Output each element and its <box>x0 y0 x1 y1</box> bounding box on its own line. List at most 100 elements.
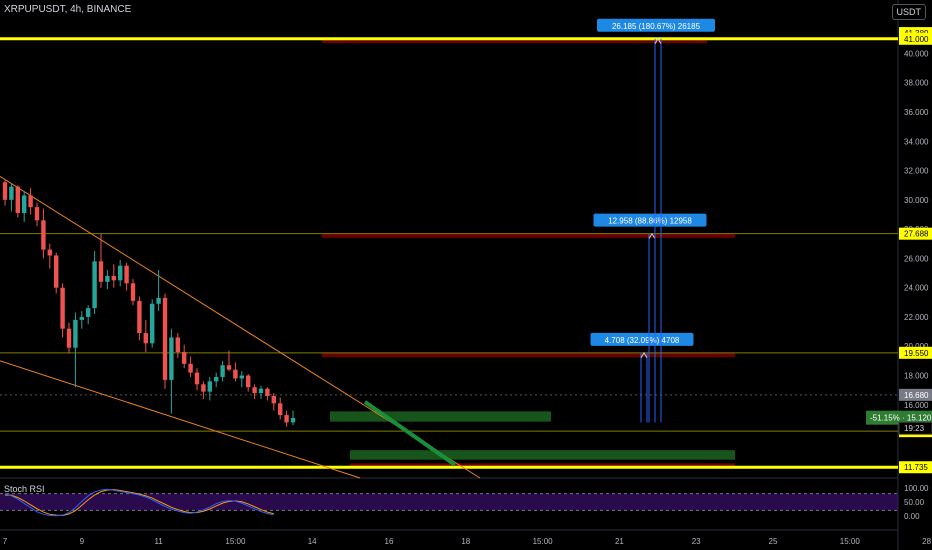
timer-bg <box>898 421 932 435</box>
candle <box>118 265 123 281</box>
candle <box>73 319 78 348</box>
osc-d-line <box>4 489 274 516</box>
candle <box>175 337 180 353</box>
osc-band <box>0 493 898 511</box>
candle <box>47 249 52 256</box>
measure-label: 26.185 (180.67%) 26185 <box>612 22 701 31</box>
current-price-bg <box>866 410 932 425</box>
time-tick: 14 <box>308 537 317 546</box>
time-tick: 9 <box>80 537 85 546</box>
candle <box>214 376 219 382</box>
candle <box>258 388 264 394</box>
price-tick: 36.000 <box>904 108 929 117</box>
candle <box>188 363 193 373</box>
candle <box>28 195 33 208</box>
time-tick: 18 <box>461 537 470 546</box>
candle <box>130 283 136 301</box>
candle <box>246 375 251 388</box>
time-tick: 25 <box>769 537 778 546</box>
price-tick: 30.000 <box>904 196 929 205</box>
candle <box>34 207 40 221</box>
candle <box>150 303 155 344</box>
candle <box>169 337 174 380</box>
candle <box>252 387 257 394</box>
price-tick: 20.000 <box>904 342 929 351</box>
osc-tick: 50.00 <box>904 498 925 507</box>
time-tick: 16 <box>385 537 394 546</box>
oscillator-title: Stoch RSI <box>4 484 45 494</box>
price-label: 19.550 <box>904 349 929 358</box>
candle <box>201 384 206 392</box>
candle <box>54 255 59 288</box>
candle-timer: 19:23 <box>904 424 925 433</box>
candle <box>15 186 20 214</box>
price-label: 41.000 <box>904 35 929 44</box>
trendline <box>0 360 361 479</box>
support-zone <box>330 411 551 422</box>
candle <box>66 328 72 348</box>
price-label-bg <box>899 227 932 240</box>
candle <box>265 388 270 397</box>
time-tick: 23 <box>692 537 701 546</box>
candle <box>2 182 8 200</box>
candle <box>271 396 276 404</box>
candle <box>79 316 84 320</box>
candle <box>220 365 225 377</box>
time-tick: 15:00 <box>533 537 554 546</box>
price-tick: 16.000 <box>904 401 929 410</box>
candle <box>111 275 116 281</box>
current-price-tag: -51.15% · 15.120 <box>870 414 932 423</box>
candle <box>86 308 91 317</box>
price-tick: 34.000 <box>904 137 929 146</box>
price-label-bg <box>899 388 932 401</box>
candle <box>233 369 238 379</box>
candle <box>98 261 104 282</box>
time-tick: 15:00 <box>225 537 246 546</box>
candle <box>92 261 97 309</box>
candle <box>284 415 289 423</box>
measure-label: 4.708 (32.09%) 4708 <box>605 336 680 345</box>
price-tick: 32.000 <box>904 167 929 176</box>
time-tick: 11 <box>154 537 163 546</box>
measure-label: 12.958 (88.86%) 12958 <box>608 217 692 226</box>
candle <box>226 365 232 370</box>
price-tick: 40.000 <box>904 49 929 58</box>
target-zone <box>322 233 735 238</box>
price-label-bg <box>899 346 932 359</box>
candle <box>156 297 161 304</box>
candle <box>105 275 110 282</box>
candle <box>41 220 46 250</box>
osc-tick: 0.00 <box>904 512 920 521</box>
candle <box>207 381 212 392</box>
measure-arrowhead <box>654 37 662 45</box>
price-label-bg <box>899 461 932 474</box>
measure-label-bg <box>597 18 715 32</box>
price-tick: 26.000 <box>904 254 929 263</box>
measure-label-bg <box>590 332 694 346</box>
candle <box>194 372 200 385</box>
measure-arrowhead <box>648 232 656 239</box>
target-zone <box>322 38 707 44</box>
price-tick: 24.000 <box>904 284 929 293</box>
price-label: 16.680 <box>904 391 929 400</box>
price-label: 27.688 <box>904 230 929 239</box>
time-tick: 21 <box>615 537 624 546</box>
target-zone <box>322 352 735 358</box>
price-tick: 38.000 <box>904 79 929 88</box>
time-tick: 7 <box>3 537 8 546</box>
measure-arrowhead <box>640 351 648 359</box>
candle <box>182 352 187 364</box>
osc-tick: 100.00 <box>904 484 929 493</box>
currency-button[interactable]: USDT <box>891 4 926 20</box>
candle <box>290 417 296 423</box>
price-tick: 22.000 <box>904 313 929 322</box>
candle <box>60 287 65 329</box>
support-zone <box>350 450 735 460</box>
candle <box>9 186 14 200</box>
candle <box>162 297 168 380</box>
candle <box>137 300 142 334</box>
stop-zone <box>350 463 735 468</box>
price-label-bg <box>899 32 932 45</box>
candle <box>124 265 129 284</box>
